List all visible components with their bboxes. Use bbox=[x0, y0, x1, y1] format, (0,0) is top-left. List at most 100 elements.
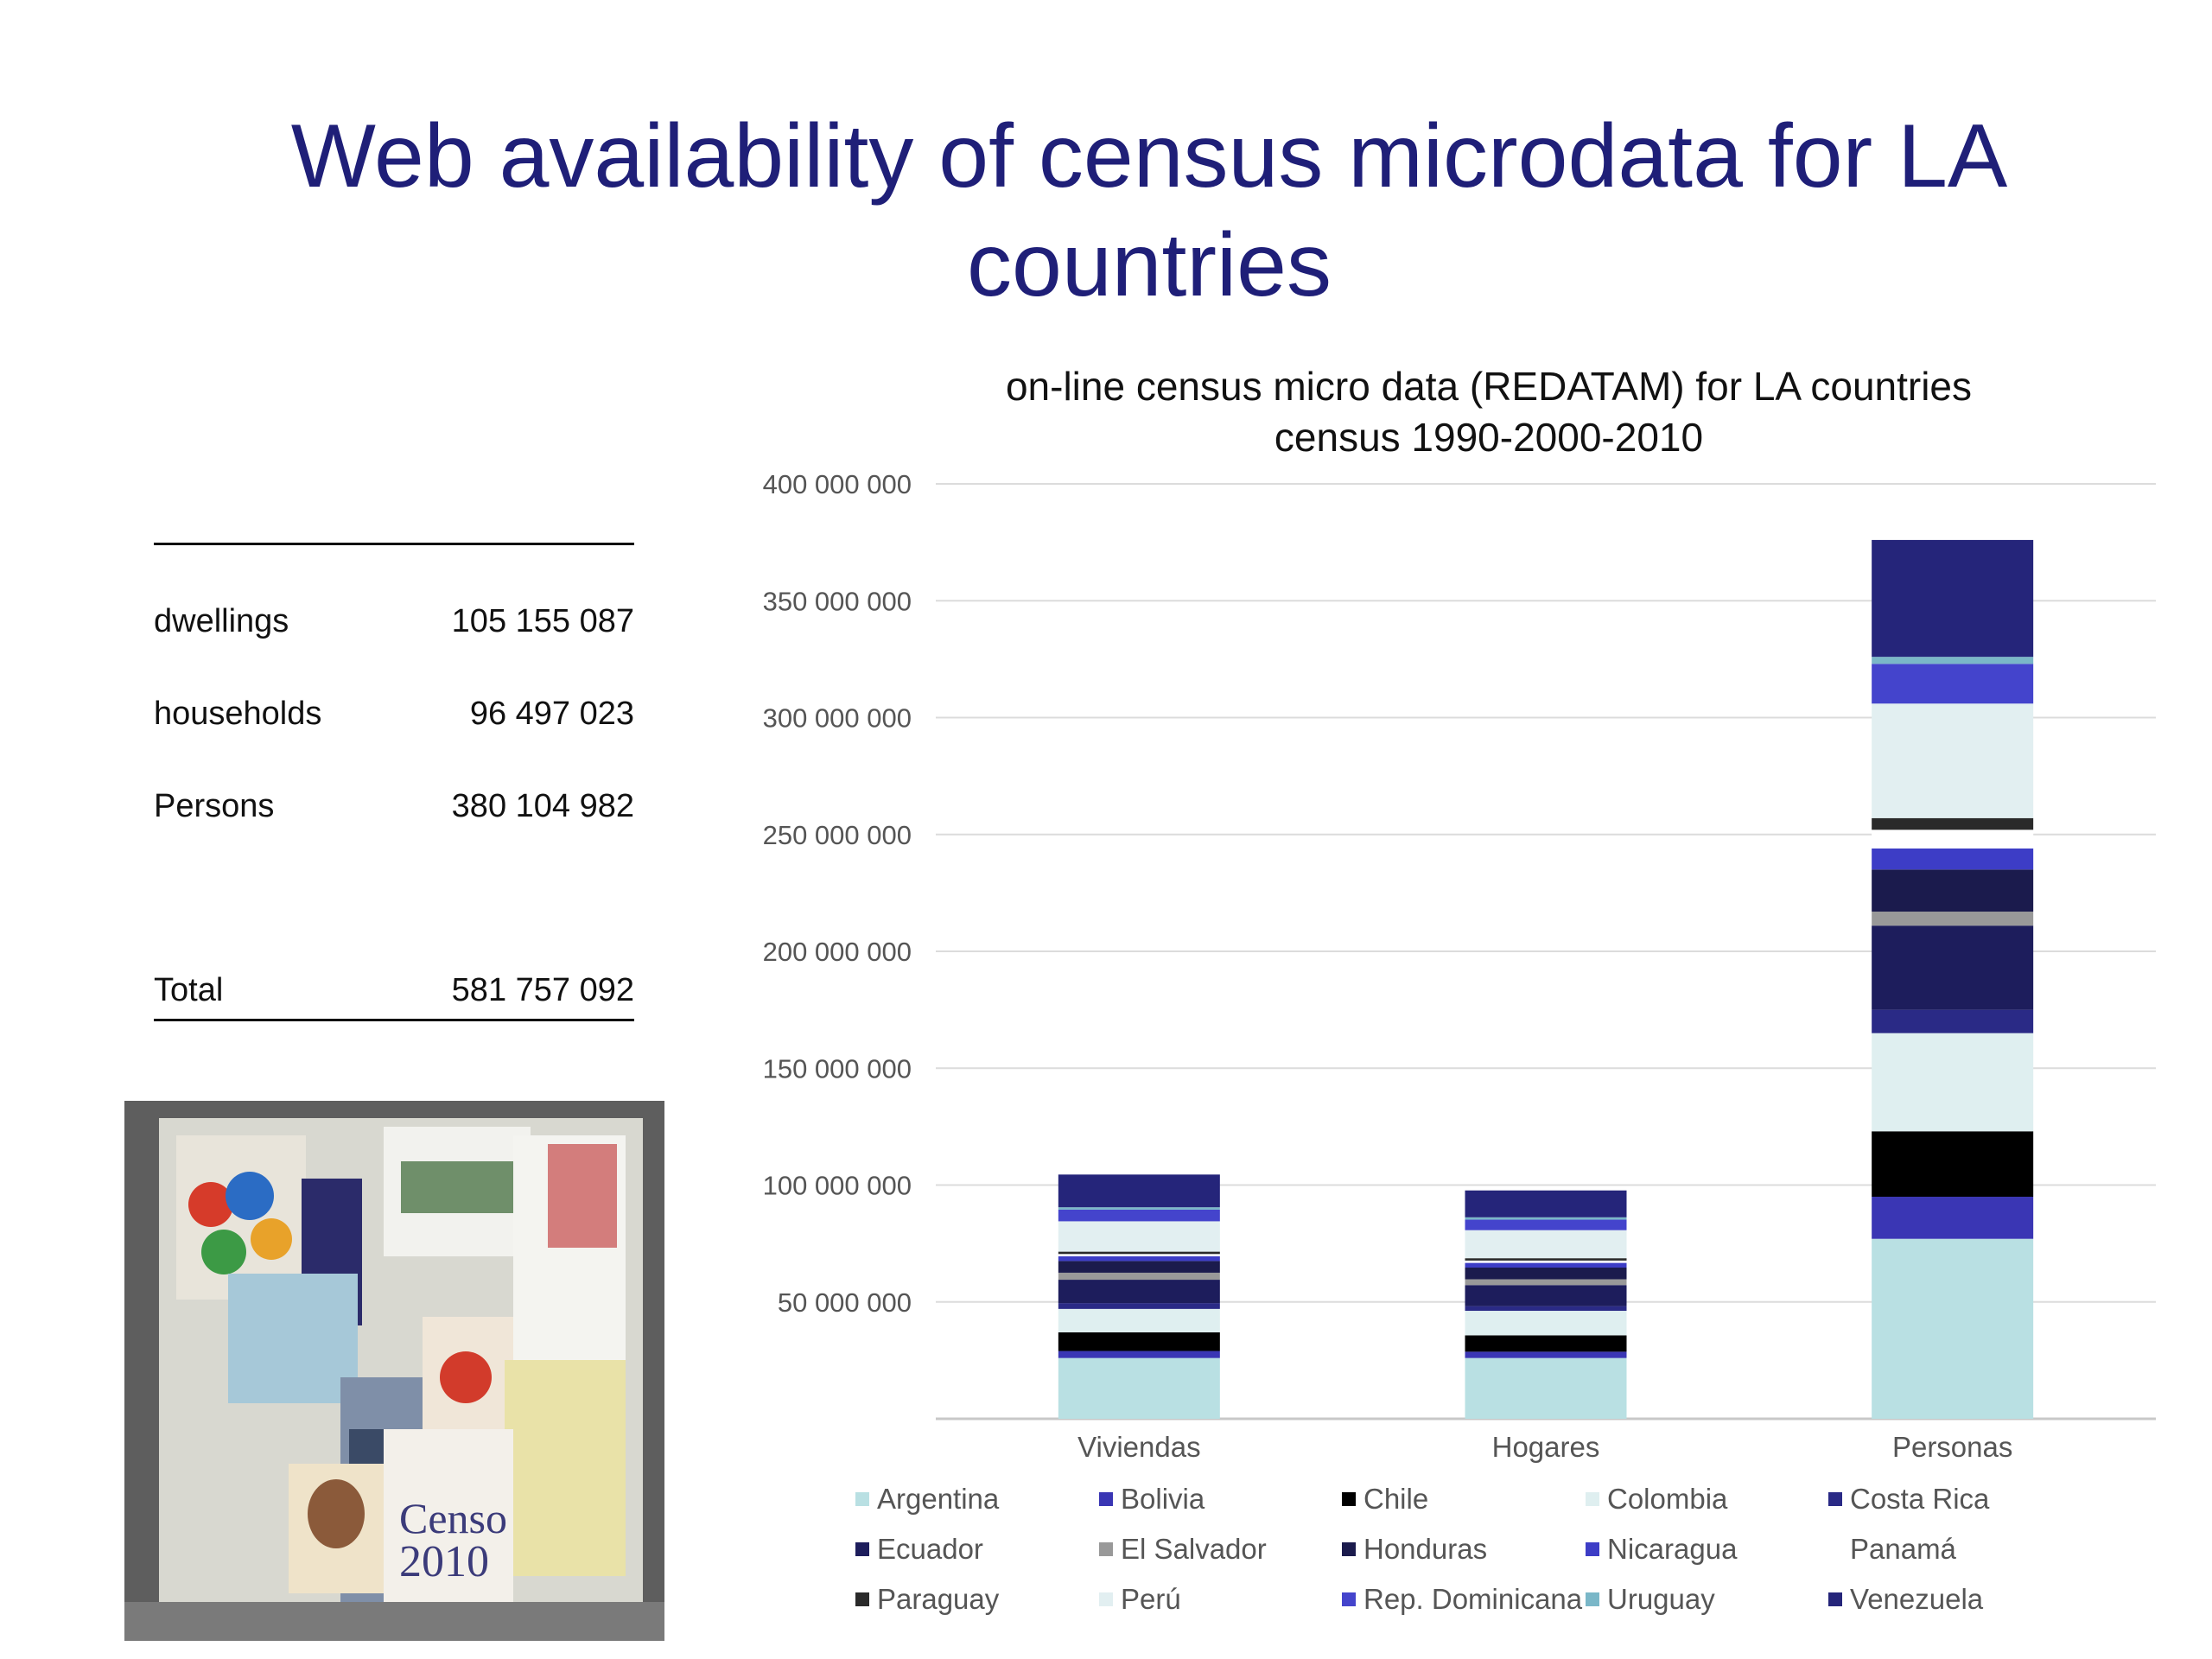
legend-label: Perú bbox=[1121, 1583, 1181, 1615]
be-counted-poster bbox=[513, 1135, 626, 1360]
chart-title-line-2: census 1990-2000-2010 bbox=[1274, 415, 1703, 460]
bar-segment bbox=[1872, 1238, 2034, 1419]
bar-segment bbox=[1465, 1267, 1627, 1280]
y-tick-label: 50 000 000 bbox=[778, 1287, 912, 1318]
legend-swatch bbox=[1586, 1492, 1599, 1506]
bar-segment bbox=[1465, 1279, 1627, 1286]
legend-swatch bbox=[855, 1492, 869, 1506]
y-tick-label: 400 000 000 bbox=[763, 469, 912, 499]
bar-segment bbox=[1465, 1357, 1627, 1419]
summary-row-households: households 96 497 023 bbox=[154, 696, 634, 739]
bar-segment bbox=[1058, 1351, 1220, 1358]
category-label: Hogares bbox=[1492, 1431, 1600, 1463]
table-top-rule bbox=[154, 543, 634, 545]
chart-bars bbox=[1058, 539, 2034, 1419]
bar-segment bbox=[1058, 1332, 1220, 1351]
legend-label: Colombia bbox=[1607, 1483, 1728, 1515]
legend-label: Uruguay bbox=[1607, 1583, 1715, 1615]
legend-swatch bbox=[855, 1592, 869, 1606]
bar-segment bbox=[1465, 1306, 1627, 1312]
legend-label: Rep. Dominicana bbox=[1363, 1583, 1583, 1615]
bar-segment bbox=[1058, 1308, 1220, 1332]
censo-2010-octubre-poster: Censo 2010 bbox=[384, 1429, 513, 1602]
woman-poster bbox=[289, 1464, 384, 1593]
bar-segment bbox=[1872, 1131, 2034, 1198]
bar-segment bbox=[1465, 1258, 1627, 1261]
total-label: Total bbox=[154, 972, 224, 1008]
y-tick-label: 100 000 000 bbox=[763, 1171, 912, 1201]
legend-swatch bbox=[1828, 1592, 1842, 1606]
legend-label: Panamá bbox=[1850, 1533, 1957, 1565]
chart-title-line-1: on-line census micro data (REDATAM) for … bbox=[1006, 364, 1972, 409]
row-label: Persons bbox=[154, 788, 275, 824]
legend-label: Ecuador bbox=[877, 1533, 983, 1565]
bar-segment bbox=[1465, 1335, 1627, 1352]
bar-segment bbox=[1872, 848, 2034, 870]
bar-segment bbox=[1872, 1033, 2034, 1132]
chart-title: on-line census micro data (REDATAM) for … bbox=[1006, 364, 1972, 460]
x-axis-categories: Viviendas Hogares Personas bbox=[1077, 1431, 2012, 1463]
legend-swatch bbox=[1342, 1492, 1356, 1506]
legend-swatch bbox=[855, 1542, 869, 1556]
legend-label: Bolivia bbox=[1121, 1483, 1205, 1515]
legend-swatch bbox=[1828, 1492, 1842, 1506]
bar-segment bbox=[1058, 1280, 1220, 1304]
slide-title-line-1: Web availability of census microdata for… bbox=[290, 106, 2008, 207]
summary-row-persons: Persons 380 104 982 bbox=[154, 788, 634, 831]
bar-segment bbox=[1465, 1260, 1627, 1263]
bar-segment bbox=[1465, 1217, 1627, 1220]
year-2010: 2010 bbox=[399, 1537, 489, 1586]
bar-segment bbox=[1058, 1256, 1220, 1262]
censo-word: Censo bbox=[399, 1494, 507, 1542]
bar-segment bbox=[1058, 1272, 1220, 1281]
bar-segment bbox=[1465, 1285, 1627, 1306]
bar-segment bbox=[1872, 703, 2034, 818]
y-tick-label: 250 000 000 bbox=[763, 820, 912, 850]
y-tick-label: 150 000 000 bbox=[763, 1053, 912, 1084]
row-label: households bbox=[154, 696, 322, 732]
photo-ledge bbox=[124, 1602, 664, 1641]
legend-swatch bbox=[1586, 1592, 1599, 1606]
bar-segment bbox=[1872, 925, 2034, 1010]
row-value: 96 497 023 bbox=[469, 696, 634, 732]
bar-segment bbox=[1872, 830, 2034, 849]
row-label: dwellings bbox=[154, 603, 289, 639]
bar-segment bbox=[1058, 1221, 1220, 1252]
bar-segment bbox=[1872, 539, 2034, 658]
y-tick-label: 350 000 000 bbox=[763, 586, 912, 616]
bar-segment bbox=[1872, 912, 2034, 926]
legend-label: Chile bbox=[1363, 1483, 1428, 1515]
bar-segment bbox=[1465, 1311, 1627, 1336]
bar-segment bbox=[1058, 1174, 1220, 1208]
bar-segment bbox=[1465, 1190, 1627, 1217]
row-value: 105 155 087 bbox=[451, 603, 634, 639]
legend-swatch bbox=[1099, 1492, 1113, 1506]
bar-segment bbox=[1465, 1262, 1627, 1268]
recensement-poster bbox=[384, 1127, 531, 1256]
bar-segment bbox=[1058, 1261, 1220, 1273]
handprint-poster bbox=[176, 1135, 306, 1300]
y-tick-label: 200 000 000 bbox=[763, 937, 912, 967]
legend-label: Costa Rica bbox=[1850, 1483, 1990, 1515]
legend-swatch bbox=[1828, 1542, 1842, 1556]
legend-swatch bbox=[1342, 1592, 1356, 1606]
y-axis-ticks: 50 000 000 100 000 000 150 000 000 200 000 … bbox=[763, 469, 912, 1318]
legend-label: Nicaragua bbox=[1607, 1533, 1738, 1565]
bar-segment bbox=[1465, 1230, 1627, 1259]
legend-label: Argentina bbox=[877, 1483, 1000, 1515]
legend-label: Venezuela bbox=[1850, 1583, 1984, 1615]
bar-segment bbox=[1872, 817, 2034, 830]
row-value: 380 104 982 bbox=[451, 788, 634, 824]
slide-title: Web availability of census microdata for… bbox=[156, 102, 2143, 320]
bar-segment bbox=[1058, 1254, 1220, 1257]
summary-row-total: Total 581 757 092 bbox=[154, 972, 634, 1021]
legend-swatch bbox=[1342, 1542, 1356, 1556]
bar-segment bbox=[1058, 1251, 1220, 1255]
census-posters-photo: Censo 2010 bbox=[124, 1101, 664, 1641]
bar-segment bbox=[1058, 1303, 1220, 1309]
bar-segment bbox=[1872, 664, 2034, 704]
bar-segment bbox=[1058, 1357, 1220, 1419]
legend-swatch bbox=[1586, 1542, 1599, 1556]
bar-segment bbox=[1465, 1351, 1627, 1358]
